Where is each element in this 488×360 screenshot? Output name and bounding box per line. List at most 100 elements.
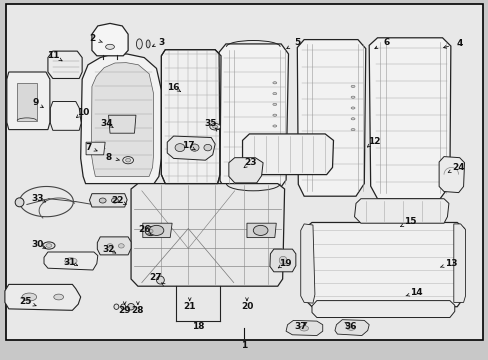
Polygon shape — [304, 222, 464, 307]
Text: 1: 1 — [241, 341, 247, 350]
Ellipse shape — [64, 258, 77, 264]
Polygon shape — [453, 224, 465, 302]
Ellipse shape — [122, 157, 133, 164]
Text: 32: 32 — [102, 245, 115, 253]
Text: 23: 23 — [244, 158, 256, 167]
Ellipse shape — [125, 158, 130, 162]
Ellipse shape — [350, 118, 354, 120]
Ellipse shape — [105, 44, 114, 49]
Text: 22: 22 — [111, 197, 123, 205]
Text: 33: 33 — [31, 194, 44, 202]
Polygon shape — [285, 320, 322, 336]
Text: 24: 24 — [451, 163, 464, 172]
Polygon shape — [44, 252, 98, 270]
Polygon shape — [354, 199, 448, 223]
Text: 30: 30 — [31, 240, 44, 249]
Ellipse shape — [146, 40, 150, 48]
Ellipse shape — [46, 244, 52, 247]
Text: 7: 7 — [85, 143, 92, 152]
Text: 35: 35 — [203, 119, 216, 128]
Ellipse shape — [136, 39, 142, 49]
Text: 10: 10 — [77, 108, 89, 117]
Polygon shape — [269, 249, 295, 272]
Text: 15: 15 — [404, 217, 416, 226]
Ellipse shape — [272, 114, 276, 116]
Polygon shape — [311, 301, 454, 318]
Ellipse shape — [190, 144, 199, 151]
Ellipse shape — [54, 294, 63, 300]
Polygon shape — [246, 223, 276, 238]
Text: 17: 17 — [182, 141, 194, 150]
Text: 14: 14 — [409, 288, 422, 297]
Ellipse shape — [253, 225, 267, 235]
Text: 18: 18 — [191, 323, 204, 331]
Polygon shape — [92, 23, 128, 56]
Ellipse shape — [299, 325, 308, 331]
Ellipse shape — [148, 229, 153, 233]
Polygon shape — [131, 184, 284, 286]
Ellipse shape — [149, 225, 163, 235]
Ellipse shape — [272, 103, 276, 105]
Ellipse shape — [350, 96, 354, 98]
Text: 5: 5 — [294, 38, 300, 47]
Ellipse shape — [212, 125, 217, 128]
Text: 21: 21 — [183, 302, 196, 311]
Ellipse shape — [272, 82, 276, 84]
Polygon shape — [81, 54, 161, 184]
Ellipse shape — [209, 123, 220, 130]
Polygon shape — [161, 50, 221, 184]
Polygon shape — [108, 115, 136, 133]
Text: 13: 13 — [444, 259, 456, 268]
Polygon shape — [219, 44, 288, 192]
Text: 27: 27 — [149, 274, 162, 282]
Polygon shape — [368, 38, 450, 199]
Text: 11: 11 — [46, 51, 59, 60]
Text: 12: 12 — [367, 137, 380, 146]
Polygon shape — [89, 194, 127, 207]
Ellipse shape — [203, 144, 211, 151]
Text: 36: 36 — [344, 323, 357, 331]
Text: 37: 37 — [294, 323, 306, 331]
Ellipse shape — [350, 107, 354, 109]
Text: 28: 28 — [131, 306, 144, 315]
Text: 19: 19 — [278, 259, 291, 268]
Ellipse shape — [156, 276, 164, 284]
Polygon shape — [242, 134, 333, 175]
Polygon shape — [91, 63, 153, 176]
Polygon shape — [334, 320, 368, 336]
Polygon shape — [438, 157, 464, 193]
Polygon shape — [97, 237, 131, 255]
Ellipse shape — [111, 198, 118, 203]
Text: 6: 6 — [383, 38, 388, 47]
Ellipse shape — [121, 304, 125, 310]
Polygon shape — [167, 136, 215, 160]
Polygon shape — [86, 142, 105, 155]
Text: 2: 2 — [89, 34, 95, 43]
Text: 16: 16 — [167, 83, 180, 92]
Ellipse shape — [127, 303, 134, 310]
Polygon shape — [228, 158, 263, 183]
Ellipse shape — [22, 293, 37, 301]
Text: 25: 25 — [19, 297, 32, 306]
Text: 20: 20 — [240, 302, 253, 311]
Text: 4: 4 — [455, 39, 462, 48]
Ellipse shape — [272, 93, 276, 95]
Polygon shape — [17, 83, 37, 121]
Polygon shape — [50, 102, 81, 130]
Text: 31: 31 — [63, 258, 76, 266]
Polygon shape — [5, 284, 81, 310]
Polygon shape — [142, 223, 172, 238]
Ellipse shape — [15, 198, 24, 207]
Ellipse shape — [118, 244, 124, 248]
Text: 34: 34 — [100, 119, 113, 128]
Text: 3: 3 — [158, 38, 164, 47]
Ellipse shape — [272, 125, 276, 127]
Polygon shape — [48, 51, 82, 78]
Ellipse shape — [175, 144, 184, 152]
Text: 26: 26 — [138, 225, 150, 234]
Polygon shape — [7, 72, 50, 130]
Ellipse shape — [145, 227, 156, 236]
Text: 8: 8 — [105, 153, 111, 162]
Ellipse shape — [114, 304, 119, 310]
Polygon shape — [297, 40, 365, 196]
